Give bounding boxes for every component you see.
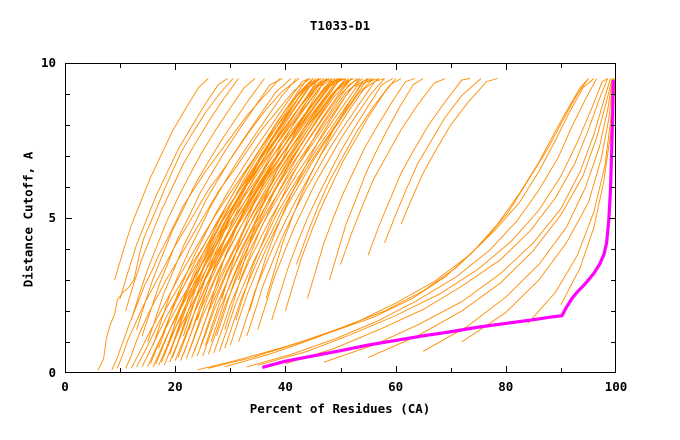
background-curve — [208, 78, 589, 369]
x-tick-label: 60 — [388, 379, 404, 394]
background-curve — [224, 78, 352, 330]
background-curve — [97, 78, 234, 371]
x-tick-label: 20 — [167, 379, 183, 394]
plot-frame — [65, 63, 616, 373]
background-curve — [172, 78, 328, 358]
background-curve — [367, 78, 613, 358]
background-curve — [152, 78, 297, 346]
y-tick-label: 10 — [40, 55, 56, 70]
y-tick-label: 0 — [48, 365, 56, 380]
background-curve — [246, 78, 598, 368]
x-tick-label: 40 — [277, 379, 293, 394]
background-curve — [367, 78, 471, 256]
background-curve — [119, 78, 228, 299]
background-curve — [265, 78, 371, 299]
background-curve-group — [97, 78, 616, 371]
plot-area — [65, 63, 616, 373]
background-curve — [196, 78, 322, 321]
background-curve — [323, 78, 611, 363]
background-curve — [210, 78, 352, 343]
background-curve — [116, 78, 300, 369]
background-curve — [422, 78, 614, 352]
background-curve — [340, 78, 446, 265]
y-tick-label: 5 — [48, 210, 56, 225]
background-curve — [224, 78, 595, 368]
background-curve — [172, 78, 314, 346]
plot-svg — [65, 63, 616, 373]
background-curve — [141, 78, 283, 336]
background-curve — [188, 78, 314, 330]
background-curve — [202, 78, 363, 357]
background-curve — [527, 78, 615, 324]
background-curve — [177, 78, 319, 343]
background-curve — [307, 78, 416, 299]
background-curve — [238, 78, 333, 281]
background-curve — [125, 78, 311, 369]
highlight-curve-group — [261, 80, 615, 369]
background-curve — [249, 78, 361, 312]
background-curve — [216, 78, 355, 336]
background-curve — [188, 78, 341, 352]
background-curve — [114, 78, 209, 281]
background-curve — [285, 78, 609, 365]
background-curve — [147, 78, 292, 343]
background-curve — [384, 78, 482, 243]
background-curve — [221, 78, 330, 299]
background-curve — [183, 78, 322, 336]
background-curve — [125, 78, 239, 312]
background-curve — [166, 78, 308, 349]
highlight-curve — [261, 80, 615, 369]
background-curve — [158, 78, 311, 349]
background-curve — [196, 78, 358, 357]
background-curve — [229, 78, 374, 346]
background-curve — [136, 78, 265, 330]
background-curve — [461, 78, 614, 343]
x-tick-label: 100 — [604, 379, 628, 394]
background-curve — [152, 78, 344, 367]
chart-title: T1033-D1 — [309, 18, 371, 33]
background-curve — [130, 78, 256, 321]
background-curve — [400, 78, 498, 225]
background-curve — [235, 78, 361, 321]
background-curve — [199, 78, 341, 349]
background-curve — [329, 78, 424, 281]
background-curve — [284, 78, 396, 312]
background-curve — [246, 78, 385, 336]
background-curve — [218, 78, 380, 352]
background-curve — [207, 78, 369, 355]
background-curve — [271, 78, 394, 321]
background-curve — [257, 78, 608, 366]
x-axis-label: Percent of Residues (CA) — [249, 401, 431, 416]
background-curve — [207, 78, 319, 312]
y-axis-label: Distance Cutoff, A — [20, 151, 36, 288]
x-tick-label: 80 — [498, 379, 514, 394]
background-curve — [257, 78, 385, 330]
x-tick-label: 0 — [61, 379, 69, 394]
background-curve — [111, 78, 281, 371]
background-curve — [205, 78, 347, 346]
background-curve — [194, 78, 347, 352]
background-curve — [295, 78, 402, 265]
